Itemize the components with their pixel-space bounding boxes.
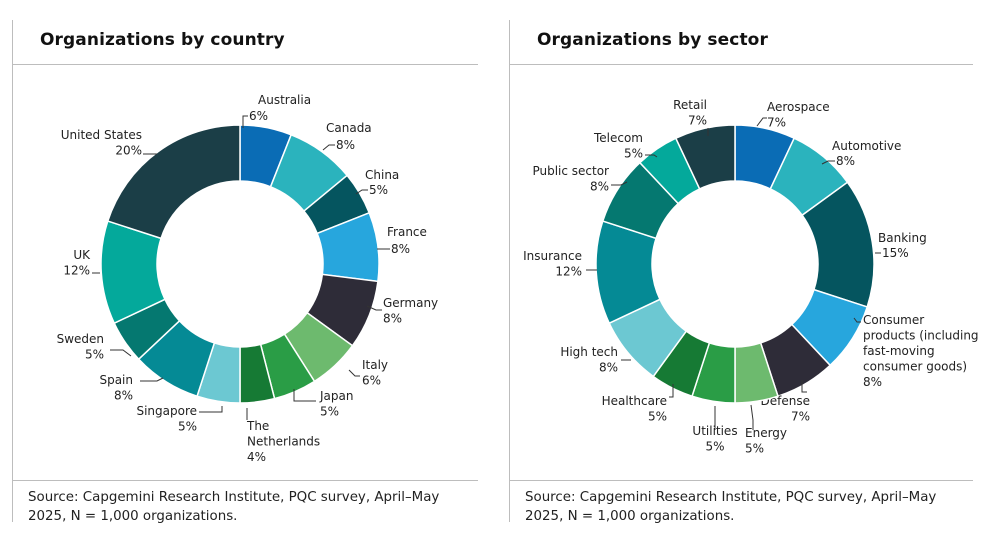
sector-chart-title: Organizations by sector [537,30,768,50]
slice-label-china: China [365,168,399,182]
slice-value-consumer-products-including-fast-moving-consumer-goods: 8% [863,375,882,389]
slice-value-insurance: 12% [555,265,582,279]
panel-border-left [12,20,13,522]
slice-label-consumer-products-including-fast-moving-consumer-goods: Consumer products (including fast-moving co… [863,313,979,374]
slice-label-uk: UK [73,248,91,262]
slice-label-united-states: United States [61,128,142,142]
source-divider [509,480,973,481]
slice-value-automotive: 8% [836,154,855,168]
slice-label-automotive: Automotive [832,139,901,153]
slice-value-germany: 8% [383,312,402,326]
slice-label-aerospace: Aerospace [767,100,830,114]
country-chart-title: Organizations by country [40,30,285,50]
slice-label-germany: Germany [383,296,438,310]
slice-value-banking: 15% [882,246,909,260]
slice-label-energy: Energy [745,426,787,440]
slice-label-banking: Banking [878,231,927,245]
slice-label-sweden: Sweden [57,332,104,346]
slice-value-france: 8% [391,242,410,256]
slice-value-spain: 8% [114,389,133,403]
slice-value-public-sector: 8% [590,180,609,194]
slice-value-china: 5% [369,183,388,197]
slice-label-australia: Australia [258,93,311,107]
leader-line-china [355,189,368,195]
title-divider [12,64,478,65]
slice-value-italy: 6% [362,374,381,388]
leader-line-telecom [645,154,658,158]
sector-chart-source: Source: Capgemini Research Institute, PQ… [525,490,937,524]
slice-value-high-tech: 8% [599,361,618,375]
slice-label-spain: Spain [99,373,133,387]
leader-line-germany [366,305,382,311]
slice-label-telecom: Telecom [593,131,643,145]
slice-value-utilities: 5% [705,440,724,454]
sector-chart-panel: Organizations by sector Aerospace 7% Autom… [497,0,999,554]
slice-label-healthcare: Healthcare [602,394,667,408]
title-divider [509,64,973,65]
leader-line-japan [293,389,316,402]
slice-value-uk: 12% [63,264,90,278]
leader-line-canada [322,144,335,151]
slice-label-france: France [387,225,427,239]
slice-value-defense: 7% [791,410,810,424]
leader-line-healthcare [669,384,674,398]
slice-value-telecom: 5% [624,147,643,161]
slice-label-utilities: Utilities [692,424,737,438]
leader-line-public-sector [611,181,628,186]
leader-line-aerospace [756,117,767,127]
leader-line-italy [348,369,360,377]
slice-value-sweden: 5% [85,348,104,362]
leader-line-sweden [110,349,132,357]
slice-label-italy: Italy [362,358,388,372]
country-chart-source: Source: Capgemini Research Institute, PQ… [28,490,440,524]
slice-label-retail: Retail [673,98,707,112]
slice-value-singapore: 5% [178,420,197,434]
slice-value-united-states: 20% [115,144,142,158]
leader-line-automotive [821,160,835,165]
panel-border-left [509,20,510,522]
leader-line-spain [140,377,164,382]
source-divider [12,480,478,481]
leader-line-energy [750,404,754,430]
slice-label-the-netherlands: The Netherlands [246,419,320,449]
slice-retail [674,124,736,190]
slice-label-public-sector: Public sector [532,164,609,178]
slice-value-japan: 5% [320,405,339,419]
slice-label-canada: Canada [326,121,372,135]
leader-line-consumer-products-including-fast-moving-consumer-goods [853,317,861,323]
slice-united-states [106,124,241,240]
country-chart-panel: Organizations by country Australia 6% Cana… [0,0,490,554]
leader-line-defense [801,380,807,393]
slice-value-healthcare: 5% [648,410,667,424]
slice-value-retail: 7% [688,114,707,128]
slice-value-aerospace: 7% [767,116,786,130]
leader-line-australia [242,115,248,128]
slice-value-australia: 6% [249,109,268,123]
leader-line-singapore [199,406,223,413]
slice-label-high-tech: High tech [560,345,618,359]
slice-value-energy: 5% [745,442,764,456]
slice-label-japan: Japan [319,389,353,403]
slice-label-insurance: Insurance [523,249,582,263]
sector-donut-chart: Aerospace7%Automotive8%Banking15%Consume… [523,98,979,456]
slice-value-the-netherlands: 4% [247,450,266,464]
country-donut-chart: Australia6%Canada8%China5%France8%German… [57,93,439,464]
slice-value-canada: 8% [336,138,355,152]
slice-label-singapore: Singapore [136,404,197,418]
